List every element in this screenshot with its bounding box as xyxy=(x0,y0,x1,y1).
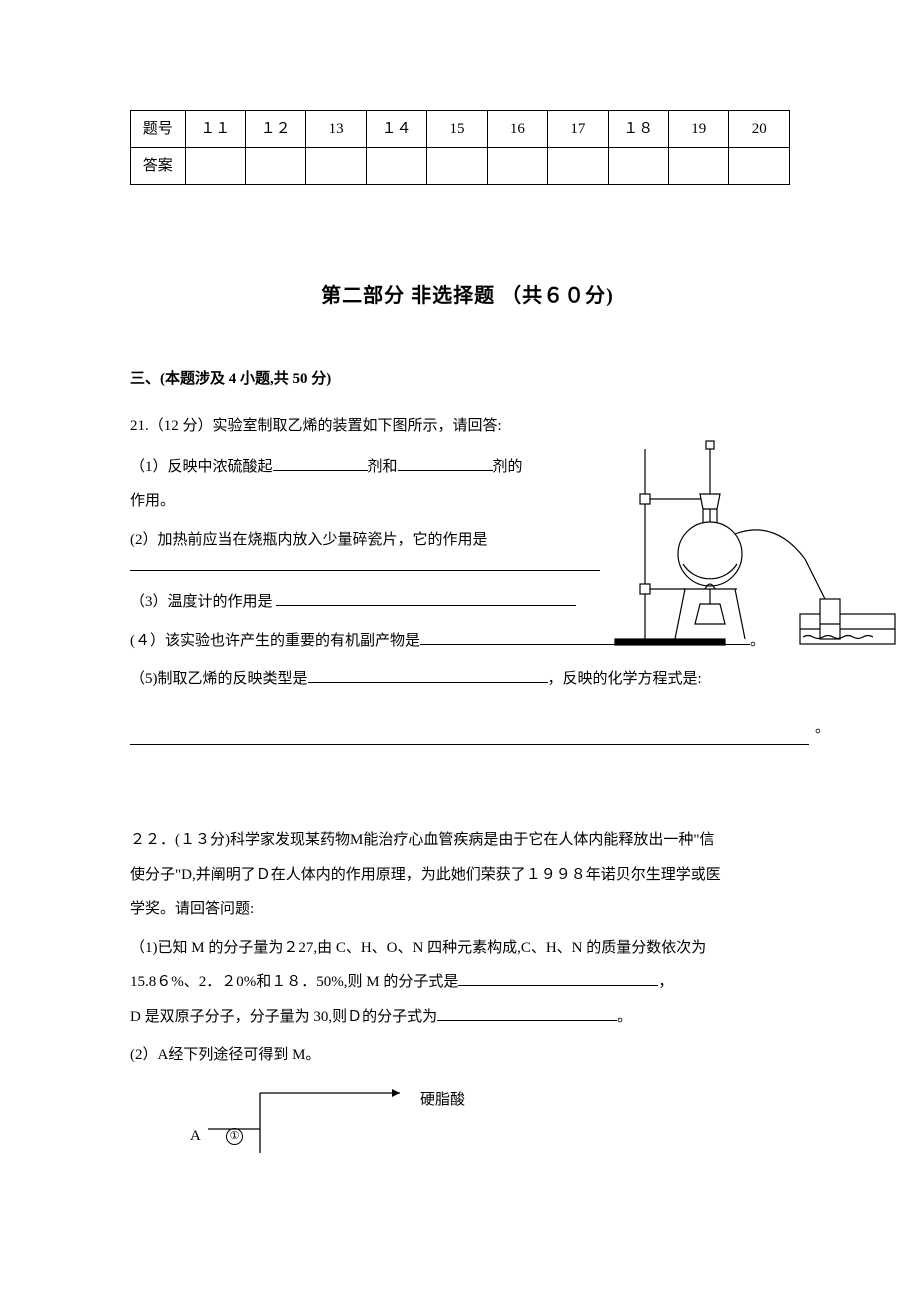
section3-header: 三、(本题涉及 4 小题,共 50 分) xyxy=(130,367,805,391)
flow-node-a: A xyxy=(190,1119,201,1154)
blank xyxy=(276,590,576,606)
circled-number-icon: ① xyxy=(226,1128,243,1145)
part2-title: 第二部分 非选择题 （共６０分) xyxy=(130,280,805,312)
col-num: １８ xyxy=(608,111,668,148)
answer-cell xyxy=(366,148,426,185)
col-num: 17 xyxy=(548,111,608,148)
blank-rule xyxy=(130,569,600,571)
q21-p1-b: 剂和 xyxy=(368,459,398,475)
q21-p3: （3）温度计的作用是 xyxy=(130,594,273,610)
q21-p5-a: （5)制取乙烯的反映类型是 xyxy=(130,671,308,687)
answer-table: 题号 １１ １２ 13 １４ 15 16 17 １８ 19 20 答案 xyxy=(130,110,790,185)
answer-cell xyxy=(427,148,487,185)
flow-node-top: 硬脂酸 xyxy=(420,1083,465,1118)
row-header-number: 题号 xyxy=(131,111,186,148)
q21-p5-line: （5)制取乙烯的反映类型是 ，反映的化学方程式是: xyxy=(130,662,805,697)
q21-final-rule-row: 。 xyxy=(130,711,830,746)
answer-cell xyxy=(608,148,668,185)
question-22: ２２．(１３分)科学家发现某药物M能治疗心血管疾病是由于它在人体内能释放出一种"… xyxy=(130,823,805,1153)
q21-p5-b: ，反映的化学方程式是: xyxy=(548,671,702,687)
apparatus-figure xyxy=(575,439,915,659)
page: 题号 １１ １２ 13 １４ 15 16 17 １８ 19 20 答案 第二部分 xyxy=(0,0,920,1302)
q22-p1b-a: 15.8６%、2．２0%和１８．50%,则 M 的分子式是 xyxy=(130,974,458,990)
flow-step-1: ① xyxy=(226,1119,243,1154)
col-num: 15 xyxy=(427,111,487,148)
q21-p1-d: 作用。 xyxy=(130,484,550,519)
period: 。 xyxy=(815,711,830,746)
answer-cell xyxy=(669,148,729,185)
answer-cell xyxy=(729,148,790,185)
col-num: 16 xyxy=(487,111,547,148)
q22-p1b-end: ， xyxy=(658,974,673,990)
col-num: 20 xyxy=(729,111,790,148)
answer-cell xyxy=(185,148,245,185)
q22-l1: ２２．(１３分)科学家发现某药物M能治疗心血管疾病是由于它在人体内能释放出一种"… xyxy=(130,823,805,858)
q22-l3: 学奖。请回答问题: xyxy=(130,892,805,927)
apparatus-svg xyxy=(575,439,915,659)
q21-p1: （1）反映中浓硫酸起 剂和 剂的 xyxy=(130,450,550,485)
q22-p1b-line: 15.8６%、2．２0%和１８．50%,则 M 的分子式是 ， xyxy=(130,965,805,1000)
q21-p1-c: 剂的 xyxy=(493,459,523,475)
col-num: １１ xyxy=(185,111,245,148)
q21-p2: (2）加热前应当在烧瓶内放入少量碎瓷片，它的作用是 xyxy=(130,523,550,558)
answer-cell xyxy=(306,148,366,185)
blank xyxy=(273,455,368,471)
blank xyxy=(458,970,658,986)
q21-p1-a: （1）反映中浓硫酸起 xyxy=(130,459,273,475)
q21-p4-a: (４）该实验也许产生的重要的有机副产物是 xyxy=(130,633,420,649)
row-header-answer: 答案 xyxy=(131,148,186,185)
q22-p1a: （1)已知 M 的分子量为２27,由 C、H、O、N 四种元素构成,C、H、N … xyxy=(130,931,805,966)
blank-rule xyxy=(130,729,809,745)
flow-diagram: A ① 硬脂酸 xyxy=(190,1083,805,1153)
col-num: １４ xyxy=(366,111,426,148)
blank xyxy=(398,455,493,471)
q22-l2: 使分子"D,并阐明了Ｄ在人体内的作用原理，为此她们荣获了１９９８年诺贝尔生理学或… xyxy=(130,858,805,893)
question-21: 21.（12 分）实验室制取乙烯的装置如下图所示，请回答: （1）反映中浓硫酸起… xyxy=(130,409,805,745)
q22-p2: (2）A经下列途径可得到 M。 xyxy=(130,1038,805,1073)
answer-cell xyxy=(245,148,305,185)
q22-p1c-end: 。 xyxy=(617,1009,632,1025)
col-num: 13 xyxy=(306,111,366,148)
table-row: 答案 xyxy=(131,148,790,185)
q21-stem: 21.（12 分）实验室制取乙烯的装置如下图所示，请回答: xyxy=(130,409,550,444)
col-num: 19 xyxy=(669,111,729,148)
answer-cell xyxy=(487,148,547,185)
blank xyxy=(308,667,548,683)
answer-cell xyxy=(548,148,608,185)
table-row: 题号 １１ １２ 13 １４ 15 16 17 １８ 19 20 xyxy=(131,111,790,148)
q22-p1c-a: D 是双原子分子，分子量为 30,则Ｄ的分子式为 xyxy=(130,1009,437,1025)
blank xyxy=(437,1005,617,1021)
q22-p1c-line: D 是双原子分子，分子量为 30,则Ｄ的分子式为 。 xyxy=(130,1000,805,1035)
col-num: １２ xyxy=(245,111,305,148)
